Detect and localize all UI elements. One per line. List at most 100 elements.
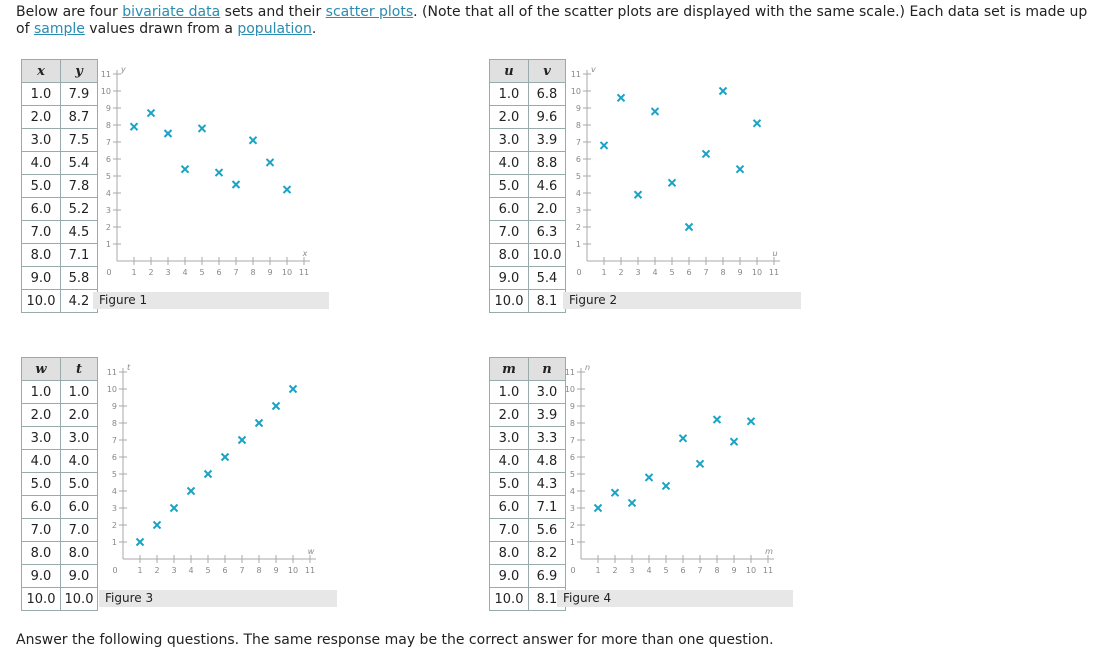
table-cell: 1.0	[489, 82, 529, 106]
table-header: x	[21, 59, 61, 83]
table-row: 2.0 9.6	[489, 105, 566, 129]
origin-label: 0	[112, 566, 117, 575]
intro-text: Below are four bivariate data sets and t…	[16, 4, 1101, 38]
table-row: 7.0 4.5	[21, 220, 98, 244]
bivariate-data-link[interactable]: bivariate data	[122, 4, 221, 20]
data-point	[718, 86, 728, 96]
table-cell: 10.0	[489, 289, 529, 313]
table-cell: 7.0	[21, 518, 61, 542]
y-tick-label: 7	[106, 138, 111, 147]
sample-link[interactable]: sample	[33, 21, 85, 37]
table-row: 4.0 4.0	[21, 449, 98, 473]
x-tick-label: 3	[635, 268, 640, 277]
table-cell: 10.0	[21, 289, 61, 313]
table-row: 9.0 9.0	[21, 564, 98, 588]
table-row: 5.0 7.8	[21, 174, 98, 198]
table-header: t	[60, 357, 98, 381]
table-cell: 7.9	[60, 82, 98, 106]
y-tick-label: 9	[112, 402, 117, 411]
y-tick-label: 4	[576, 189, 581, 198]
y-tick-label: 5	[576, 172, 581, 181]
table-cell: 7.0	[60, 518, 98, 542]
table-row: 1.0 7.9	[21, 82, 98, 106]
table-cell: 8.0	[60, 541, 98, 565]
data-table: w t 1.0 1.0 2.0 2.0 3.0 3.0 4.0 4.0 5.0 5.0 6.0 6.0 7.…	[21, 357, 98, 611]
x-tick-label: 11	[769, 268, 779, 277]
table-cell: 8.8	[528, 151, 566, 175]
y-tick-label: 10	[565, 385, 575, 394]
question-text: Answer the following questions. The same…	[16, 632, 774, 648]
data-point	[146, 108, 156, 118]
y-tick-label: 7	[576, 138, 581, 147]
data-point	[599, 141, 609, 150]
table-cell: 5.4	[60, 151, 98, 175]
scatter-plots-link[interactable]: scatter plots	[325, 4, 414, 20]
table-row: 7.0 7.0	[21, 518, 98, 542]
y-tick-label: 9	[576, 104, 581, 113]
table-cell: 2.0	[489, 403, 529, 427]
table-cell: 1.0	[21, 380, 61, 404]
table-cell: 4.3	[528, 472, 566, 496]
x-tick-label: 4	[182, 268, 187, 277]
table-row: 8.0 7.1	[21, 243, 98, 267]
table-row: 1.0 6.8	[489, 82, 566, 106]
origin-label: 0	[576, 268, 581, 277]
data-point	[667, 178, 677, 188]
table-row: 10.0 8.1	[489, 587, 566, 611]
y-tick-label: 2	[576, 223, 581, 232]
table-cell: 6.0	[489, 197, 529, 221]
table-row: 6.0 6.0	[21, 495, 98, 519]
x-tick-label: 3	[165, 268, 170, 277]
y-tick-label: 3	[106, 206, 111, 215]
x-tick-label: 1	[601, 268, 606, 277]
data-point	[746, 417, 756, 426]
data-point	[735, 164, 745, 174]
table-cell: 3.0	[489, 128, 529, 152]
table-row: 3.0 3.0	[21, 426, 98, 450]
x-tick-label: 10	[746, 566, 756, 575]
y-tick-label: 8	[576, 121, 581, 130]
figure-label: Figure 3	[99, 590, 337, 607]
table-row: 2.0 2.0	[21, 403, 98, 427]
table-cell: 5.4	[528, 266, 566, 290]
table-row: 5.0 4.3	[489, 472, 566, 496]
table-cell: 4.5	[60, 220, 98, 244]
y-tick-label: 7	[112, 436, 117, 445]
y-tick-label: 5	[106, 172, 111, 181]
data-table: m n 1.0 3.0 2.0 3.9 3.0 3.3 4.0 4.8 5.0 4.3 6.0 7.1 7.…	[489, 357, 566, 611]
data-point	[650, 107, 660, 116]
table-cell: 4.8	[528, 449, 566, 473]
table-cell: 2.0	[489, 105, 529, 129]
x-tick-label: 7	[697, 566, 702, 575]
data-point	[197, 124, 207, 133]
table-row: 9.0 6.9	[489, 564, 566, 588]
x-tick-label: 5	[669, 268, 674, 277]
table-header: u	[489, 59, 529, 83]
table-header: m	[489, 357, 529, 381]
table-header: w	[21, 357, 61, 381]
table-cell: 3.9	[528, 128, 566, 152]
x-axis-label: u	[772, 249, 777, 258]
data-point	[752, 119, 762, 128]
data-point	[203, 469, 213, 479]
x-tick-label: 6	[222, 566, 227, 575]
x-tick-label: 2	[154, 566, 159, 575]
population-link[interactable]: population	[237, 21, 312, 37]
table-cell: 7.0	[489, 518, 529, 542]
table-cell: 6.0	[21, 495, 61, 519]
data-point	[695, 459, 705, 469]
x-tick-label: 4	[646, 566, 651, 575]
figure-3-panel: w t 1.0 1.0 2.0 2.0 3.0 3.0 4.0 4.0 5.0 5.0 6.0 6.0 7.…	[21, 357, 337, 612]
intro-part: sets and their	[220, 4, 326, 20]
x-tick-label: 8	[250, 268, 255, 277]
y-tick-label: 6	[112, 453, 117, 462]
y-tick-label: 4	[106, 189, 111, 198]
table-row: 5.0 4.6	[489, 174, 566, 198]
table-row: 6.0 5.2	[21, 197, 98, 221]
data-point	[163, 129, 173, 138]
table-cell: 9.0	[489, 564, 529, 588]
x-tick-label: 3	[171, 566, 176, 575]
table-row: 9.0 5.8	[21, 266, 98, 290]
figure-label: Figure 4	[557, 590, 793, 607]
table-row: 4.0 5.4	[21, 151, 98, 175]
